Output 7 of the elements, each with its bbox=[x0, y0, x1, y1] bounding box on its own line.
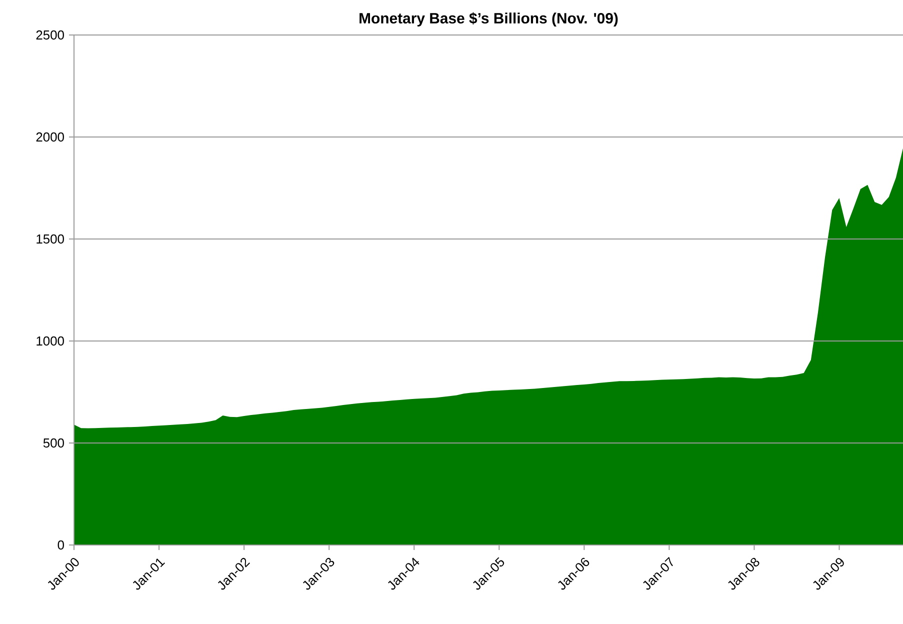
y-tick-label: 500 bbox=[43, 438, 64, 448]
y-tick-label: 2500 bbox=[36, 30, 64, 40]
y-tick-label: 1000 bbox=[36, 336, 64, 346]
chart-title: Monetary Base $’s Billions (Nov. '09) bbox=[360, 12, 618, 26]
y-tick-label: 1500 bbox=[36, 234, 64, 244]
y-tick-label: 2000 bbox=[36, 132, 64, 142]
y-tick-label: 0 bbox=[58, 540, 64, 550]
